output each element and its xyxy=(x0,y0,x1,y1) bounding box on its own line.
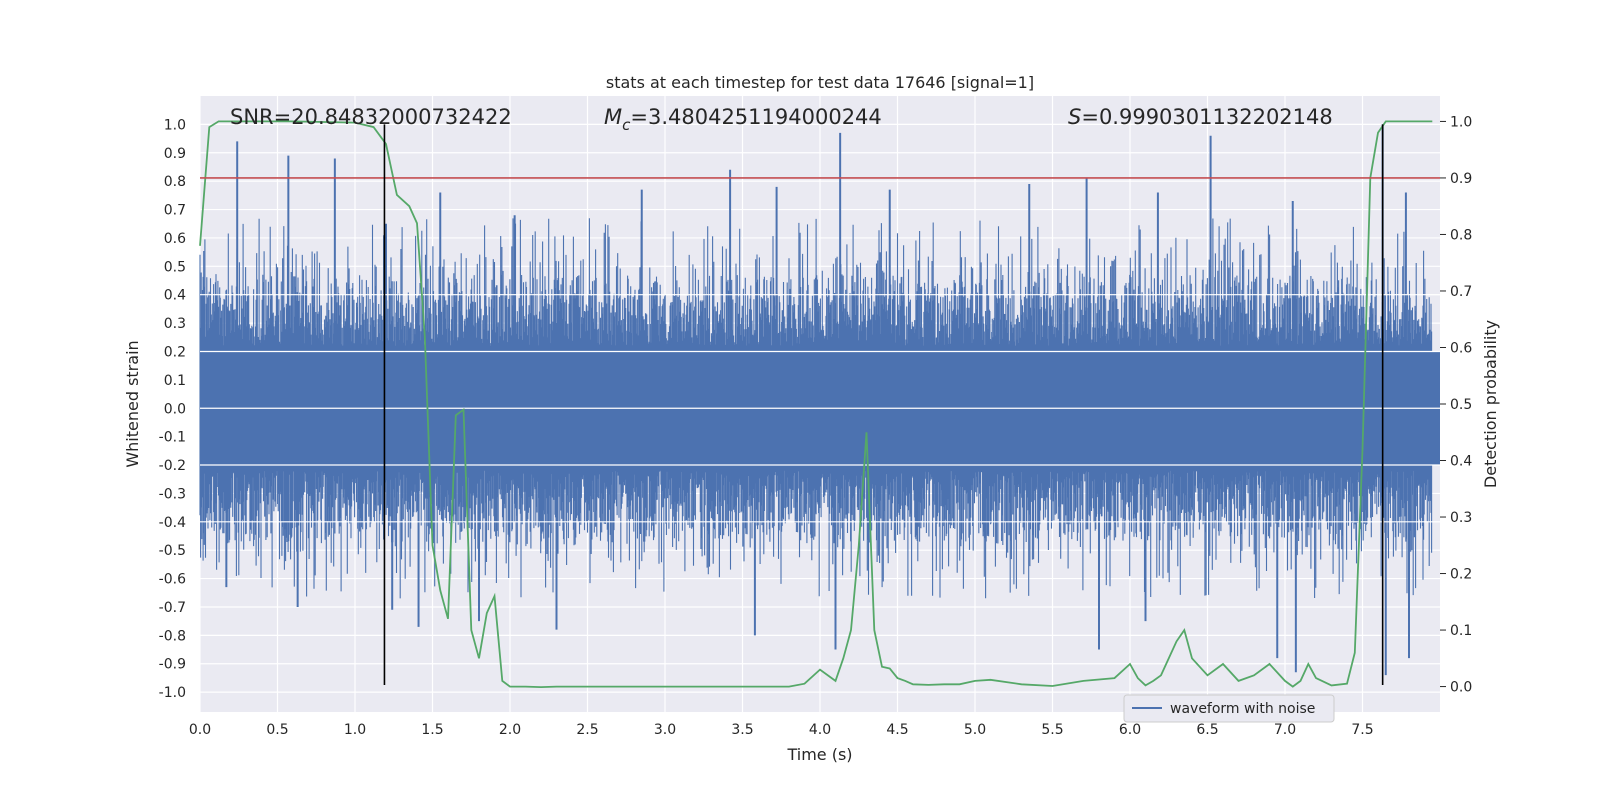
x-tick-label: 5.0 xyxy=(964,722,986,738)
y-tick-label: -0.1 xyxy=(159,430,186,446)
y-tick-label: 0.9 xyxy=(164,146,186,162)
x-tick-label: 4.0 xyxy=(809,722,831,738)
x-tick-label: 1.0 xyxy=(344,722,366,738)
y-tick-label: 0.0 xyxy=(164,401,186,417)
y2-tick-label: 0.6 xyxy=(1450,340,1472,356)
y-axis-label: Whitened strain xyxy=(123,340,142,467)
y-tick-label: -0.5 xyxy=(159,543,186,559)
y2-tick-label: 0.9 xyxy=(1450,171,1472,187)
x-tick-label: 6.5 xyxy=(1196,722,1218,738)
y-tick-label: -0.8 xyxy=(159,628,186,644)
x-tick-label: 7.0 xyxy=(1274,722,1296,738)
chirp-mass-annotation: Mc=3.4804251194000244 xyxy=(604,105,882,134)
x-tick-label: 0.5 xyxy=(266,722,288,738)
y-tick-label: 0.4 xyxy=(164,288,186,304)
waveform-noise xyxy=(199,124,1440,676)
chirp-mass-subscript: c xyxy=(622,116,631,134)
y2-tick-label: 0.1 xyxy=(1450,623,1472,639)
y-tick-label: 0.6 xyxy=(164,231,186,247)
y2-tick-label: 0.5 xyxy=(1450,397,1472,413)
y-tick-label: -0.6 xyxy=(159,572,186,588)
legend-box xyxy=(1123,694,1335,723)
y-tick-label: -0.3 xyxy=(159,486,186,502)
legend-label: waveform with noise xyxy=(1170,701,1315,717)
chirp-mass-symbol: M xyxy=(604,105,622,129)
y-tick-label: 0.2 xyxy=(164,344,186,360)
y2-tick-label: 1.0 xyxy=(1450,114,1472,130)
x-tick-label: 2.0 xyxy=(499,722,521,738)
chart-title: stats at each timestep for test data 176… xyxy=(606,73,1034,92)
y2-tick-label: 0.2 xyxy=(1450,567,1472,583)
y-axis-ticks: 1.0 0.9 0.8 0.7 0.6 0.5 0.4 0.3 0.2 0.1 0.0 -0.1 -0.… xyxy=(159,117,186,701)
overlays xyxy=(200,124,1440,686)
score-symbol: S xyxy=(1068,105,1081,129)
y2-tick-label: 0.4 xyxy=(1450,454,1472,470)
snr-annotation: SNR=20.84832000732422 xyxy=(230,105,512,129)
x-tick-label: 3.0 xyxy=(654,722,676,738)
y2-tick-label: 0.3 xyxy=(1450,510,1472,526)
y2-tick-label: 0.0 xyxy=(1450,680,1472,696)
y-tick-label: -0.9 xyxy=(159,657,186,673)
y-tick-label: 0.8 xyxy=(164,174,186,190)
score-annotation: S=0.9990301132202148 xyxy=(1068,105,1333,129)
x-tick-label: 6.0 xyxy=(1119,722,1141,738)
y-tick-label: 0.7 xyxy=(164,203,186,219)
x-tick-label: 4.5 xyxy=(886,722,908,738)
y-tick-label: -1.0 xyxy=(159,685,186,701)
x-tick-label: 5.5 xyxy=(1041,722,1063,738)
x-tick-label: 1.5 xyxy=(421,722,443,738)
x-tick-label: 2.5 xyxy=(576,722,598,738)
y-tick-label: 1.0 xyxy=(164,117,186,133)
x-tick-label: 0.0 xyxy=(189,722,211,738)
y-tick-label: 0.5 xyxy=(164,259,186,275)
x-tick-label: 3.5 xyxy=(731,722,753,738)
y2-tick-label: 0.7 xyxy=(1450,284,1472,300)
y2-axis-label: Detection probability xyxy=(1481,320,1500,488)
x-axis-label: Time (s) xyxy=(786,745,852,764)
y-tick-label: -0.7 xyxy=(159,600,186,616)
y-tick-label: 0.1 xyxy=(164,373,186,389)
detection-probability-line xyxy=(199,120,1433,689)
y2-tick-label: 0.8 xyxy=(1450,227,1472,243)
y-tick-label: -0.2 xyxy=(159,458,186,474)
chirp-mass-value: =3.4804251194000244 xyxy=(630,105,881,129)
y2-axis-ticks: 1.0 0.9 0.8 0.7 0.6 0.5 0.4 0.3 0.2 0.1 0.0 xyxy=(1440,114,1472,696)
score-value: =0.9990301132202148 xyxy=(1081,105,1332,129)
x-tick-label: 7.5 xyxy=(1351,722,1373,738)
legend: waveform with noise xyxy=(1123,694,1335,723)
x-axis-ticks: 0.0 0.5 1.0 1.5 2.0 2.5 3.0 3.5 4.0 4.5 5.0 5.5 6.0 6… xyxy=(189,722,1374,738)
probability-series xyxy=(199,120,1433,689)
y-tick-label: -0.4 xyxy=(159,515,186,531)
y-tick-label: 0.3 xyxy=(164,316,186,332)
